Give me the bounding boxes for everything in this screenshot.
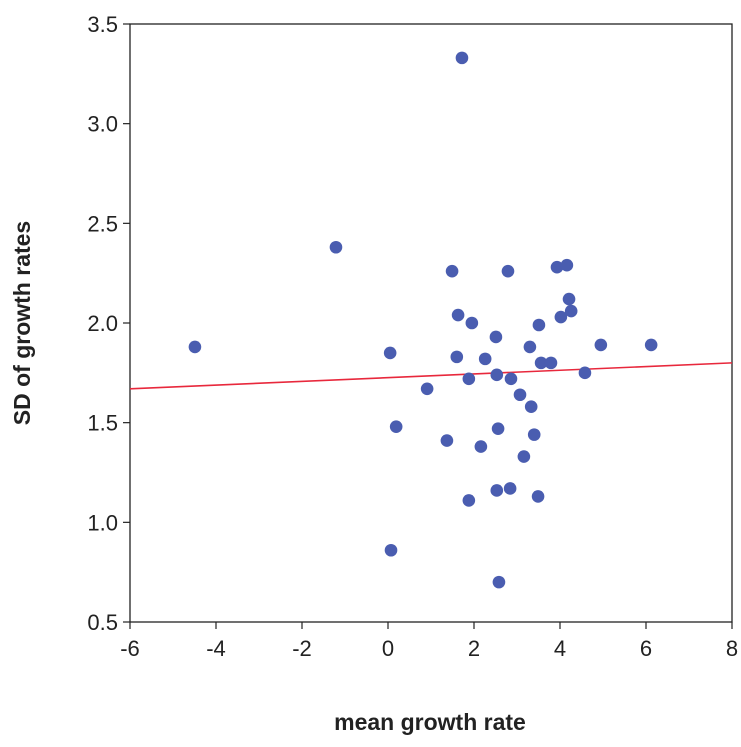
y-tick-label: 2.0: [87, 311, 118, 336]
scatter-point: [534, 356, 548, 370]
y-tick-label: 0.5: [87, 610, 118, 635]
scatter-point: [578, 366, 592, 380]
scatter-point: [383, 346, 397, 360]
y-tick-label: 3.0: [87, 112, 118, 137]
x-tick-label: -4: [206, 636, 226, 661]
scatter-point: [517, 450, 531, 463]
x-tick-label: -2: [292, 636, 312, 661]
x-tick-label: 6: [640, 636, 652, 661]
scatter-point: [490, 484, 504, 497]
scatter-point: [524, 400, 538, 414]
x-tick-label: -6: [120, 636, 140, 661]
y-tick-label: 1.5: [87, 411, 118, 436]
x-tick-label: 8: [726, 636, 738, 661]
scatter-point: [489, 330, 503, 344]
y-tick-label: 3.5: [87, 12, 118, 37]
scatter-point: [532, 318, 546, 332]
scatter-point: [513, 388, 527, 402]
scatter-point: [478, 352, 492, 366]
scatter-point: [554, 310, 568, 324]
scatter-point: [445, 264, 459, 278]
scatter-point: [465, 316, 479, 330]
scatter-point: [389, 420, 403, 433]
scatter-point: [490, 368, 504, 382]
y-axis-label: SD of growth rates: [9, 221, 35, 425]
scatter-point: [450, 350, 464, 364]
scatter-point: [644, 338, 658, 352]
plot-frame: [129, 23, 733, 623]
x-tick-label: 4: [554, 636, 566, 661]
scatter-point: [440, 434, 454, 447]
scatter-point: [384, 543, 398, 557]
scatter-point: [531, 490, 545, 503]
scatter-point: [523, 340, 537, 354]
scatter-point: [420, 382, 434, 396]
y-tick-label: 2.5: [87, 211, 118, 236]
scatter-point: [462, 372, 476, 386]
scatter-point: [560, 258, 574, 272]
scatter-point: [501, 264, 515, 278]
scatter-point: [462, 494, 476, 507]
x-tick-label: 0: [382, 636, 394, 661]
scatter-point: [491, 422, 505, 435]
x-tick-label: 2: [468, 636, 480, 661]
scatter-point: [504, 372, 518, 386]
scatter-point: [562, 292, 576, 306]
y-tick-label: 1.0: [87, 510, 118, 535]
scatter-point: [492, 575, 506, 589]
scatter-point: [594, 338, 608, 352]
scatter-point: [527, 428, 541, 441]
scatter-point: [503, 482, 517, 495]
scatter-point: [474, 440, 488, 453]
scatter-point: [188, 340, 202, 354]
scatter-point: [564, 304, 578, 318]
scatter-point: [451, 308, 465, 322]
scatter-point: [550, 260, 564, 274]
fit-line: [129, 362, 733, 390]
scatter-point: [329, 240, 343, 254]
scatter-point: [544, 356, 558, 370]
x-axis-label: mean growth rate: [334, 709, 526, 735]
scatter-point: [455, 51, 469, 65]
